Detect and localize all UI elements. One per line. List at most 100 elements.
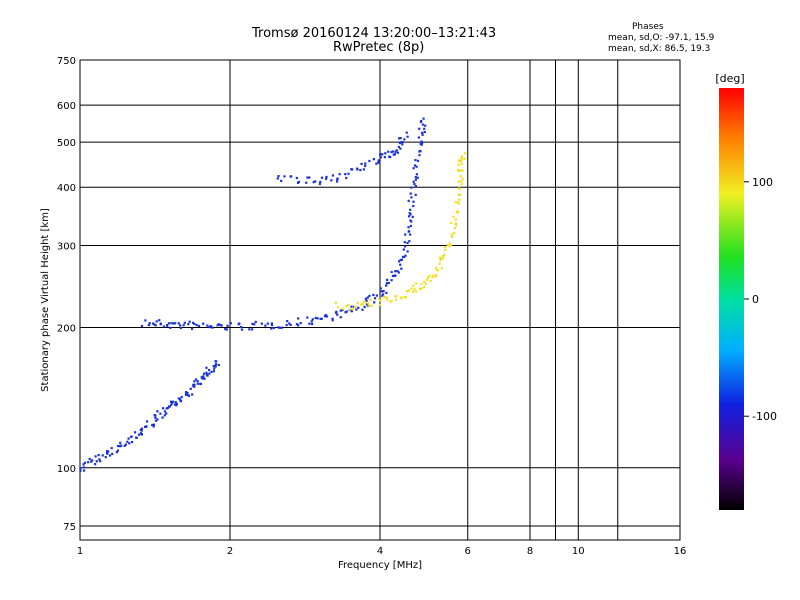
data-point [318,182,321,186]
data-point [188,320,191,323]
data-point [238,322,241,325]
data-point [175,402,178,405]
data-point [402,248,405,251]
data-point [350,305,353,308]
data-point [213,367,216,370]
data-point [372,158,375,161]
data-point [461,177,464,180]
data-point [127,437,130,440]
data-point [450,235,454,239]
data-point [373,301,376,304]
data-point [270,327,273,330]
data-point [110,447,113,450]
data-point [458,187,461,190]
data-point [421,131,424,134]
data-point [224,327,227,331]
data-point [452,215,455,218]
data-point [412,284,415,288]
colorbar-label: [deg] [715,72,744,85]
data-point [446,244,449,247]
data-point [363,305,366,309]
data-point [137,433,141,436]
data-point [401,143,404,146]
data-point [421,123,424,126]
data-point [460,156,463,159]
data-point [464,152,467,155]
data-point [128,442,131,445]
data-point [193,322,196,325]
data-point [165,412,168,415]
data-point [403,255,406,259]
data-point [412,290,415,293]
data-point [295,323,299,326]
data-point [169,326,172,329]
data-point [399,263,402,266]
x-axis-label: Frequency [MHz] [338,560,422,571]
data-point [423,127,426,130]
colorbar-ticks: 100 0 -100 [744,176,777,423]
data-point [415,290,418,293]
data-point [386,297,389,300]
data-point [145,420,149,423]
data-point [459,193,462,196]
data-point [356,167,359,170]
data-point [370,304,373,307]
data-point [420,287,423,290]
data-point [390,279,393,282]
data-point [116,444,120,448]
data-point [369,298,372,302]
data-point [108,454,112,457]
data-point [350,168,353,171]
data-point [457,159,460,162]
data-point [334,301,337,304]
data-point [325,315,329,318]
data-point [316,317,319,320]
data-point [196,380,199,383]
data-point [179,400,182,403]
data-point [187,394,190,397]
data-point [399,258,402,262]
data-point [463,157,466,160]
data-point [382,289,385,293]
data-point [211,326,214,329]
data-point [367,302,370,305]
colorbar-tick-label: -100 [752,410,777,423]
data-point [341,307,344,310]
data-point [153,413,156,417]
data-point [336,180,339,183]
data-point [99,460,102,463]
data-point [385,291,388,295]
data-point [389,300,392,303]
data-point [285,323,288,327]
data-point [460,183,463,186]
data-point [185,390,188,394]
data-point [411,215,414,219]
data-point [311,318,314,321]
y-tick-label: 400 [57,183,76,194]
y-tick-label: 500 [57,138,76,149]
chart-subtitle: RwPretec (8p) [333,40,425,55]
data-point [180,395,183,399]
data-point [312,181,315,184]
data-point [179,326,182,330]
data-point [395,149,398,152]
data-point [460,159,463,163]
data-point [379,156,382,159]
data-point [167,405,171,408]
data-point [192,383,195,386]
data-point [414,178,417,181]
data-point [400,267,403,270]
data-point [276,177,279,180]
data-point [91,459,94,462]
data-point [397,271,400,274]
data-point [217,323,220,326]
data-point [336,313,339,316]
data-point [82,466,85,469]
data-point [394,294,397,298]
data-point [335,310,338,313]
data-point [277,326,280,329]
data-point [418,127,421,130]
data-point [169,400,172,403]
data-point [414,282,418,285]
